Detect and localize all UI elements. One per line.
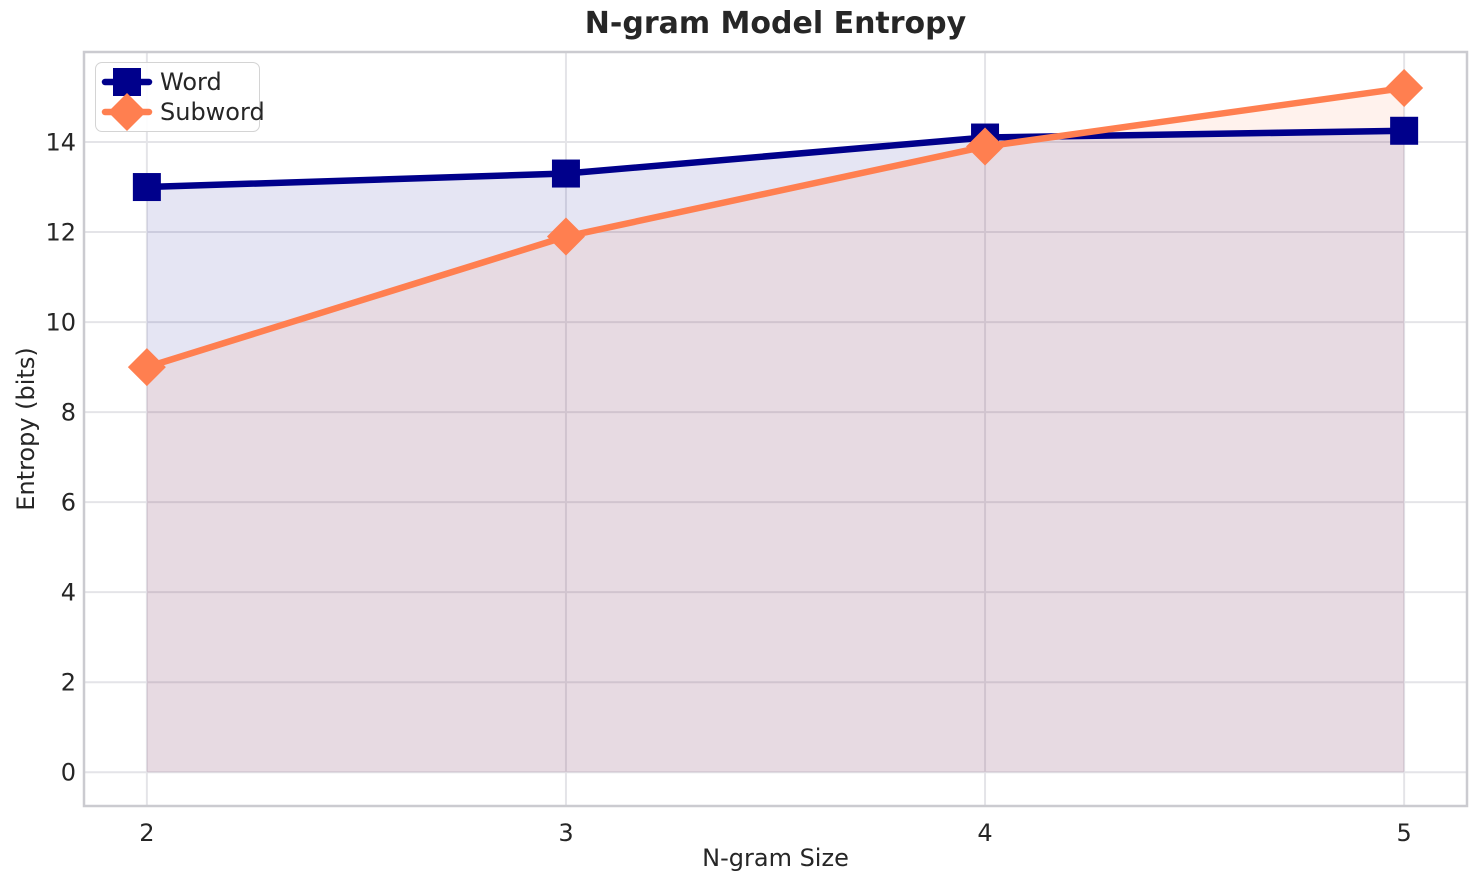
y-tick-4: 4 (61, 579, 76, 607)
chart-title: N-gram Model Entropy (584, 6, 967, 41)
marker-subword-4 (966, 127, 1005, 166)
square-marker-icon (101, 68, 153, 96)
y-tick-10: 10 (45, 309, 76, 337)
x-axis-label: N-gram Size (702, 844, 849, 872)
series-line-word (143, 127, 1408, 191)
x-tick-3: 3 (558, 819, 573, 847)
y-axis-label: Entropy (bits) (12, 347, 40, 511)
legend-item-subword: Subword (101, 93, 265, 131)
series-line-subword (143, 84, 1408, 371)
marker-subword-3 (546, 217, 585, 256)
legend-item-label: Subword (160, 98, 265, 126)
plot-background (84, 52, 1467, 806)
legend-item-label: Word (160, 68, 222, 96)
y-tick-8: 8 (61, 399, 76, 427)
area-fill-word (146, 130, 1405, 773)
y-tick-0: 0 (61, 759, 76, 787)
marker-subword-2 (127, 348, 166, 387)
marker-subword-5 (1385, 69, 1424, 108)
marker-word-2 (132, 173, 161, 202)
x-tick-5: 5 (1396, 819, 1411, 847)
area-fill-subword (146, 88, 1405, 773)
y-tick-2: 2 (61, 669, 76, 697)
marker-word-5 (1390, 116, 1419, 145)
y-tick-12: 12 (45, 219, 76, 247)
y-tick-6: 6 (61, 489, 76, 517)
legend-item-word: Word (101, 67, 251, 97)
x-tick-4: 4 (977, 819, 992, 847)
diamond-marker-icon (101, 93, 153, 131)
y-tick-14: 14 (45, 129, 76, 157)
marker-word-3 (551, 159, 580, 188)
legend: Word Subword (95, 62, 265, 132)
plot-border (82, 50, 1469, 808)
x-tick-2: 2 (139, 819, 154, 847)
